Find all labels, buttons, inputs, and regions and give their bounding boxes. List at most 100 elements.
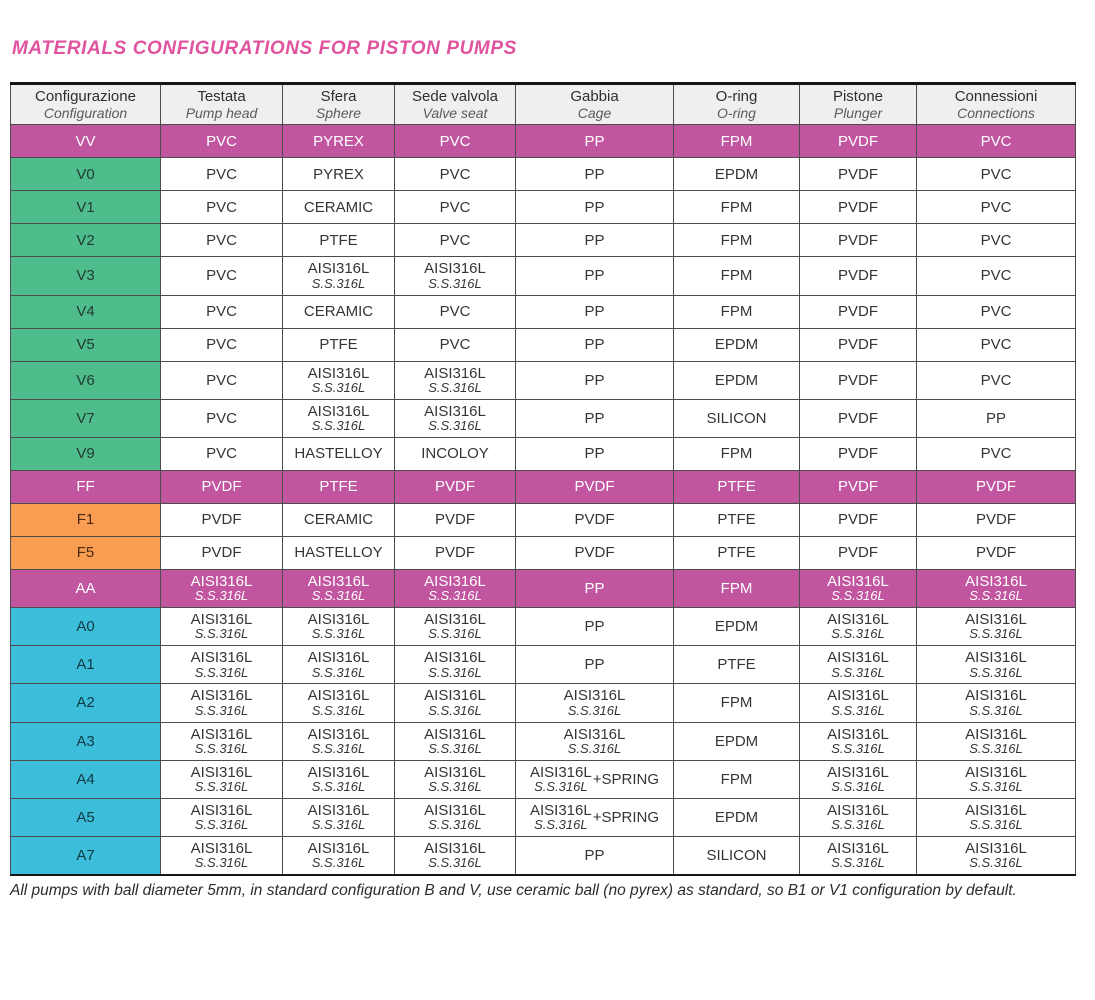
- material-cell: PVDF: [916, 502, 1076, 537]
- col-header-o-ring: O-ring O-ring: [673, 82, 800, 126]
- header-label-italian: Testata: [197, 88, 246, 105]
- material-cell: AISI316L S.S.316L: [160, 645, 283, 685]
- material-cell: SILICON: [673, 398, 800, 438]
- table-row-V1: V1 PVC CERAMIC PVC PP FPM PVDF PVC: [10, 190, 1076, 225]
- material-value: AISI316L S.S.316L: [307, 725, 370, 756]
- header-label-italian: Pistone: [832, 88, 884, 105]
- material-cell: PTFE: [673, 645, 800, 685]
- material-cell: AISI316L S.S.316L: [799, 798, 917, 838]
- col-header-pistone: Pistone Plunger: [799, 82, 917, 126]
- config-code-V4: V4: [10, 294, 161, 329]
- material-cell: AISI316L S.S.316L: [515, 721, 674, 761]
- material-cell: AISI316L S.S.316L: [916, 836, 1076, 876]
- material-cell: PP: [515, 157, 674, 192]
- header-row: Configurazione Configuration Testata Pump h…: [10, 82, 1076, 126]
- material-cell: FPM: [673, 759, 800, 800]
- material-cell: PP: [515, 327, 674, 362]
- material-cell: PVC: [160, 398, 283, 438]
- table-row-FF: FF PVDF PTFE PVDF PVDF PTFE PVDF PVDF: [10, 469, 1076, 504]
- material-cell: AISI316L S.S.316L: [799, 836, 917, 876]
- material-cell: PVC: [160, 360, 283, 400]
- material-cell: EPDM: [673, 327, 800, 362]
- material-cell: CERAMIC: [282, 294, 395, 329]
- config-code-V2: V2: [10, 223, 161, 258]
- material-cell: PTFE: [673, 469, 800, 504]
- material-cell: PVC: [160, 436, 283, 471]
- material-cell: AISI316L S.S.316L: [160, 721, 283, 761]
- material-cell: FPM: [673, 223, 800, 258]
- material-cell: CERAMIC: [282, 190, 395, 225]
- material-cell: AISI316L S.S.316L: [916, 759, 1076, 800]
- header-label-english: Configuration: [43, 105, 128, 122]
- col-header-connessioni: Connessioni Connections: [916, 82, 1076, 126]
- material-cell: AISI316L S.S.316L: [160, 683, 283, 723]
- material-cell: CERAMIC: [282, 502, 395, 537]
- material-value: AISI316L S.S.316L: [424, 840, 486, 871]
- config-code-FF: FF: [10, 469, 161, 504]
- material-cell: AISI316L S.S.316L: [282, 645, 395, 685]
- col-header-sede-valvola: Sede valvola Valve seat: [394, 82, 516, 126]
- material-cell: PVDF: [916, 535, 1076, 570]
- material-cell: AISI316L S.S.316L: [394, 836, 516, 876]
- material-cell: AISI316L S.S.316L: [799, 607, 917, 647]
- material-cell: AISI316L S.S.316L: [394, 683, 516, 723]
- material-value: AISI316L S.S.316L: [530, 802, 592, 833]
- header-label-italian: O-ring: [715, 88, 758, 105]
- header-label-english: Cage: [577, 105, 612, 122]
- material-cell: SILICON: [673, 836, 800, 876]
- material-cell: PVDF: [916, 469, 1076, 504]
- config-code-VV: VV: [10, 124, 161, 159]
- config-code-V1: V1: [10, 190, 161, 225]
- table-row-V6: V6 PVC AISI316L S.S.316L AISI316L S.S.316L PP E…: [10, 360, 1076, 400]
- config-code-F5: F5: [10, 535, 161, 570]
- material-cell: AISI316L S.S.316L: [394, 360, 516, 400]
- material-cell: PVDF: [799, 502, 917, 537]
- material-cell: PVDF: [799, 256, 917, 296]
- table-row-A1: A1 AISI316L S.S.316L AISI316L S.S.316L AISI31…: [10, 645, 1076, 685]
- material-cell: PTFE: [282, 223, 395, 258]
- material-value: AISI316L S.S.316L: [190, 572, 253, 604]
- material-cell: INCOLOY: [394, 436, 516, 471]
- material-cell: PP: [515, 190, 674, 225]
- material-cell: AISI316L S.S.316L: [160, 568, 283, 609]
- material-cell: PVC: [916, 190, 1076, 225]
- material-value: AISI316L S.S.316L: [424, 763, 486, 795]
- material-cell: PVC: [394, 124, 516, 159]
- table-row-VV: VV PVC PYREX PVC PP FPM PVDF PVC: [10, 124, 1076, 159]
- material-cell: PVC: [394, 157, 516, 192]
- material-cell: PVDF: [394, 535, 516, 570]
- material-cell: PVDF: [515, 535, 674, 570]
- material-value: AISI316L S.S.316L: [307, 840, 370, 871]
- col-header-configurazione: Configurazione Configuration: [10, 82, 161, 126]
- material-cell: PVDF: [394, 502, 516, 537]
- material-cell: PVC: [160, 190, 283, 225]
- material-value: AISI316L S.S.316L: [530, 763, 592, 795]
- material-cell: PVC: [160, 157, 283, 192]
- table-row-AA: AA AISI316L S.S.316L AISI316L S.S.316L AISI31…: [10, 568, 1076, 609]
- material-cell: PVC: [160, 327, 283, 362]
- material-value: AISI316L S.S.316L: [965, 572, 1027, 604]
- config-code-A5: A5: [10, 798, 161, 838]
- material-cell: AISI316L S.S.316L: [799, 645, 917, 685]
- material-value: AISI316L S.S.316L: [307, 364, 370, 395]
- material-cell: FPM: [673, 256, 800, 296]
- config-code-V9: V9: [10, 436, 161, 471]
- material-cell: FPM: [673, 124, 800, 159]
- config-code-V5: V5: [10, 327, 161, 362]
- material-cell: PVC: [916, 157, 1076, 192]
- material-cell: PP: [515, 645, 674, 685]
- material-cell: PVC: [916, 294, 1076, 329]
- material-cell: AISI316L S.S.316L: [394, 256, 516, 296]
- material-cell: PVDF: [799, 294, 917, 329]
- material-cell: AISI316L S.S.316L: [799, 759, 917, 800]
- material-value: AISI316L S.S.316L: [424, 611, 486, 642]
- material-cell: PTFE: [673, 535, 800, 570]
- material-cell: PVC: [394, 190, 516, 225]
- material-cell: AISI316L S.S.316L: [160, 607, 283, 647]
- material-value: AISI316L S.S.316L: [190, 763, 253, 795]
- material-cell: PP: [515, 256, 674, 296]
- config-code-V6: V6: [10, 360, 161, 400]
- material-cell: PVDF: [799, 190, 917, 225]
- material-value: AISI316L S.S.316L: [827, 725, 889, 756]
- material-cell: AISI316L S.S.316L +SPRING: [515, 759, 674, 800]
